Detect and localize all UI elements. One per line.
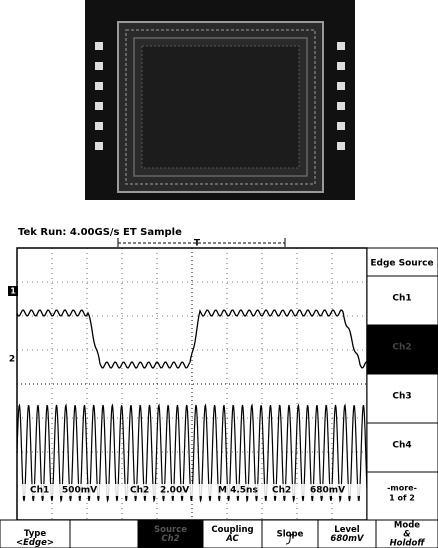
record-indicator [118,238,285,247]
readout-text: 680mV [310,486,345,496]
bottom-label[interactable]: AC [225,534,239,544]
readout: Ch1 500mV Ch2 2.00V M 4.5ns Ch2 680mV [20,484,365,496]
figure: Tek Run: 4.00GS/s ET Sample T 1 2 Ch1 50… [0,0,438,548]
bottom-blank [70,520,138,548]
readout-text: 2.00V [160,486,189,496]
menu-more[interactable]: -more- [387,484,417,493]
chip-photo [85,0,355,200]
readout-text: M 4.5ns [218,486,258,496]
readout-text: Ch2 [272,486,291,496]
bottom-label[interactable]: Holdoff [390,539,426,548]
readout-text: Ch2 [130,486,149,496]
menu-item[interactable]: Ch3 [392,392,411,402]
menu-item[interactable]: Ch1 [392,294,411,304]
bottom-label[interactable]: 680mV [330,534,365,544]
bottom-label[interactable]: <Edge> [16,538,54,548]
trigger-marker: T [194,239,201,249]
menu-title: Edge Source [370,259,433,269]
ch2-marker: 2 [9,355,15,365]
menu-item[interactable]: Ch4 [392,441,411,451]
menu-page[interactable]: 1 of 2 [389,494,415,503]
side-menu: Edge Source Ch1 Ch2 Ch3 Ch4 -more-1 of 2 [367,248,438,520]
ch1-marker: 1 [10,287,16,296]
bottom-label[interactable]: Ch2 [161,534,179,544]
readout-text: 500mV [62,486,97,496]
status-line: Tek Run: 4.00GS/s ET Sample [18,227,182,238]
readout-text: Ch1 [30,486,49,496]
menu-item[interactable]: Ch2 [392,343,411,353]
page: {"header": {"status": "Tek Run: 4.00GS/s… [0,0,438,548]
